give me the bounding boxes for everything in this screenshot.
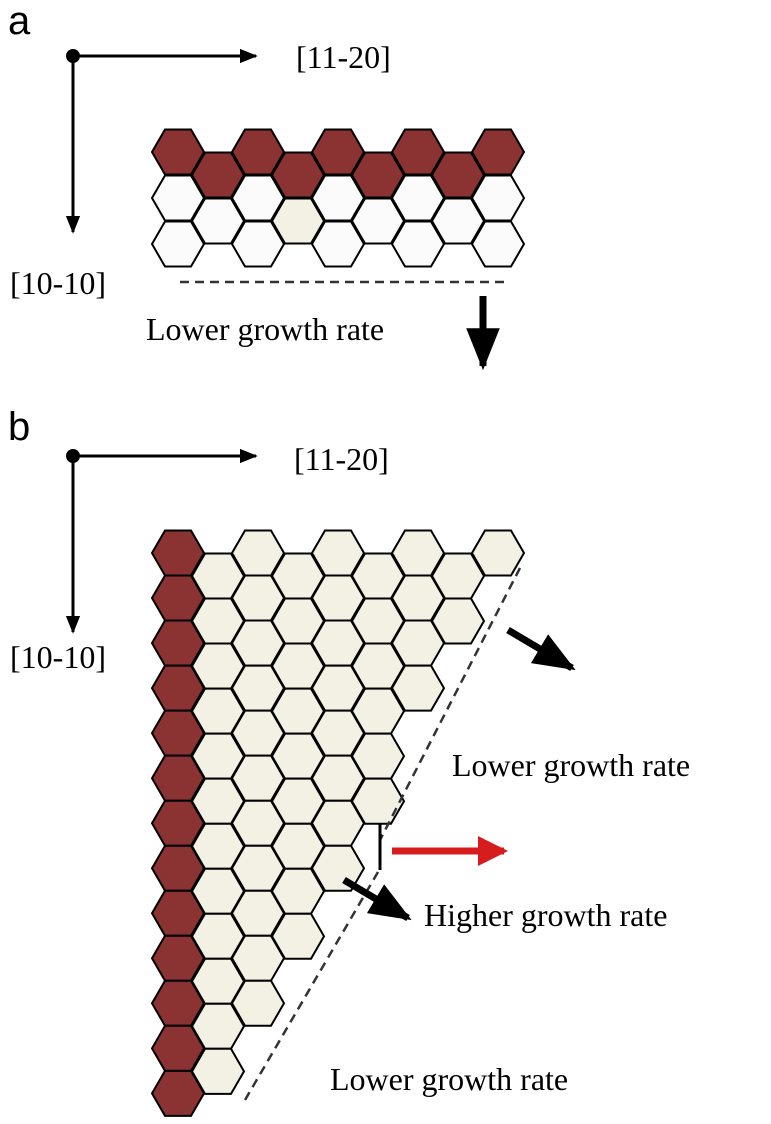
axis-label: [11-20] (296, 39, 391, 75)
annotation: Lower growth rate (146, 311, 384, 347)
annotation: Lower growth rate (452, 747, 690, 783)
growth-arrow (508, 630, 572, 668)
figure: a [11-20] [10-10] Lower growth rate b [1… (0, 0, 771, 1124)
axis-label: [11-20] (294, 441, 389, 477)
annotation: Higher growth rate (424, 897, 667, 933)
axis-label: [10-10] (10, 639, 106, 675)
hex-lattice (152, 130, 524, 1116)
panel-label: b (8, 405, 30, 449)
annotation: Lower growth rate (330, 1061, 568, 1097)
growth-arrow-red-head (478, 836, 508, 866)
axis-label: [10-10] (10, 265, 106, 301)
panel-label: a (8, 0, 31, 43)
